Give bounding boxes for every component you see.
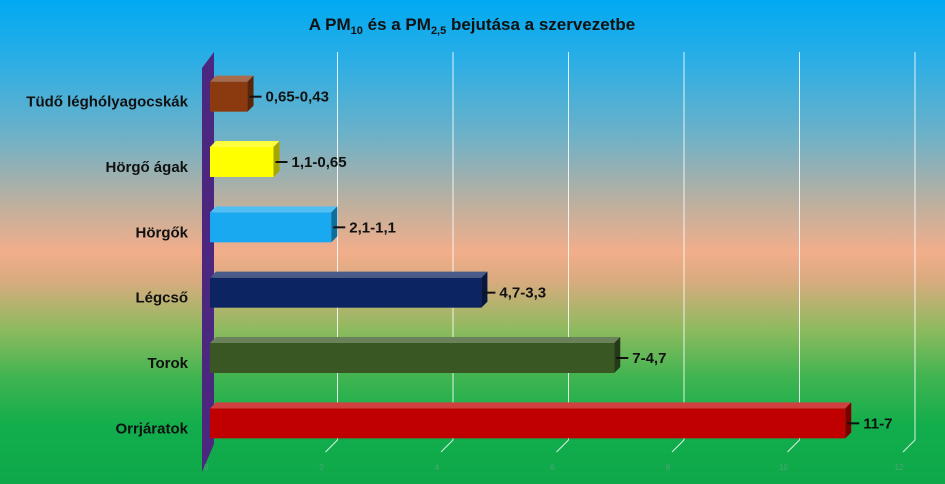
bar-front xyxy=(210,81,248,112)
gridline-floor xyxy=(787,439,800,453)
value-label: 7-4,7 xyxy=(632,350,666,367)
chart-title-middle: és a PM xyxy=(363,15,431,34)
bar xyxy=(210,402,852,439)
labels: 0 2 4 6 8 10 12 0,65-0,43 Tüdő léghólyagocskák 1,… xyxy=(26,89,904,472)
bar-front xyxy=(210,343,615,373)
category-label: Hörgő ágak xyxy=(105,159,188,176)
bar-front xyxy=(210,408,846,439)
x-tick-label: 0 xyxy=(204,463,209,472)
bar-side xyxy=(614,337,621,373)
chart-title-sub1: 10 xyxy=(351,25,363,37)
gridline-floor xyxy=(902,439,916,453)
bar-side xyxy=(481,271,488,308)
gridline-floor xyxy=(671,439,685,453)
category-label: Orrjáratok xyxy=(115,420,188,437)
bar xyxy=(210,141,280,177)
value-label: 1,1-0,65 xyxy=(292,154,347,171)
gridlines xyxy=(325,52,916,453)
bar-top xyxy=(210,271,488,278)
chart-title-sub2: 2,5 xyxy=(431,25,446,37)
x-tick-label: 10 xyxy=(779,463,788,472)
value-label: 4,7-3,3 xyxy=(499,285,546,302)
bar-side xyxy=(331,206,338,243)
category-label: Torok xyxy=(147,355,188,372)
x-tick-label: 8 xyxy=(666,463,671,472)
bar-top xyxy=(210,337,621,343)
value-label: 2,1-1,1 xyxy=(349,219,396,236)
bar xyxy=(210,271,488,308)
x-tick-label: 6 xyxy=(550,463,555,472)
category-label: Légcső xyxy=(135,290,188,307)
bar xyxy=(210,75,254,112)
bar-top xyxy=(210,402,852,409)
gridline-floor xyxy=(440,439,454,453)
bar-front xyxy=(210,277,482,308)
gridline-floor xyxy=(325,439,338,453)
bar-side xyxy=(273,141,280,177)
bars xyxy=(210,75,852,439)
bar-top xyxy=(210,141,280,147)
value-label: 11-7 xyxy=(863,415,892,432)
bar-front xyxy=(210,212,332,243)
x-tick-label: 12 xyxy=(895,463,904,472)
x-tick-label: 4 xyxy=(435,463,440,472)
value-label: 0,65-0,43 xyxy=(266,89,329,106)
category-label: Hörgők xyxy=(136,224,189,241)
chart-title-prefix: A PM xyxy=(309,15,351,34)
bar-top xyxy=(210,75,254,82)
bar-side xyxy=(247,75,254,112)
x-tick-label: 2 xyxy=(319,463,324,472)
gridline-floor xyxy=(556,439,569,453)
bar xyxy=(210,337,621,373)
chart-title-suffix: bejutása a szervezetbe xyxy=(446,15,635,34)
bar-front xyxy=(210,147,274,177)
bar-top xyxy=(210,206,338,213)
chart-title: A PM10 és a PM2,5 bejutása a szervezetbe xyxy=(309,15,635,37)
bar xyxy=(210,206,338,243)
category-label: Tüdő léghólyagocskák xyxy=(26,94,188,111)
bar-side xyxy=(845,402,852,439)
